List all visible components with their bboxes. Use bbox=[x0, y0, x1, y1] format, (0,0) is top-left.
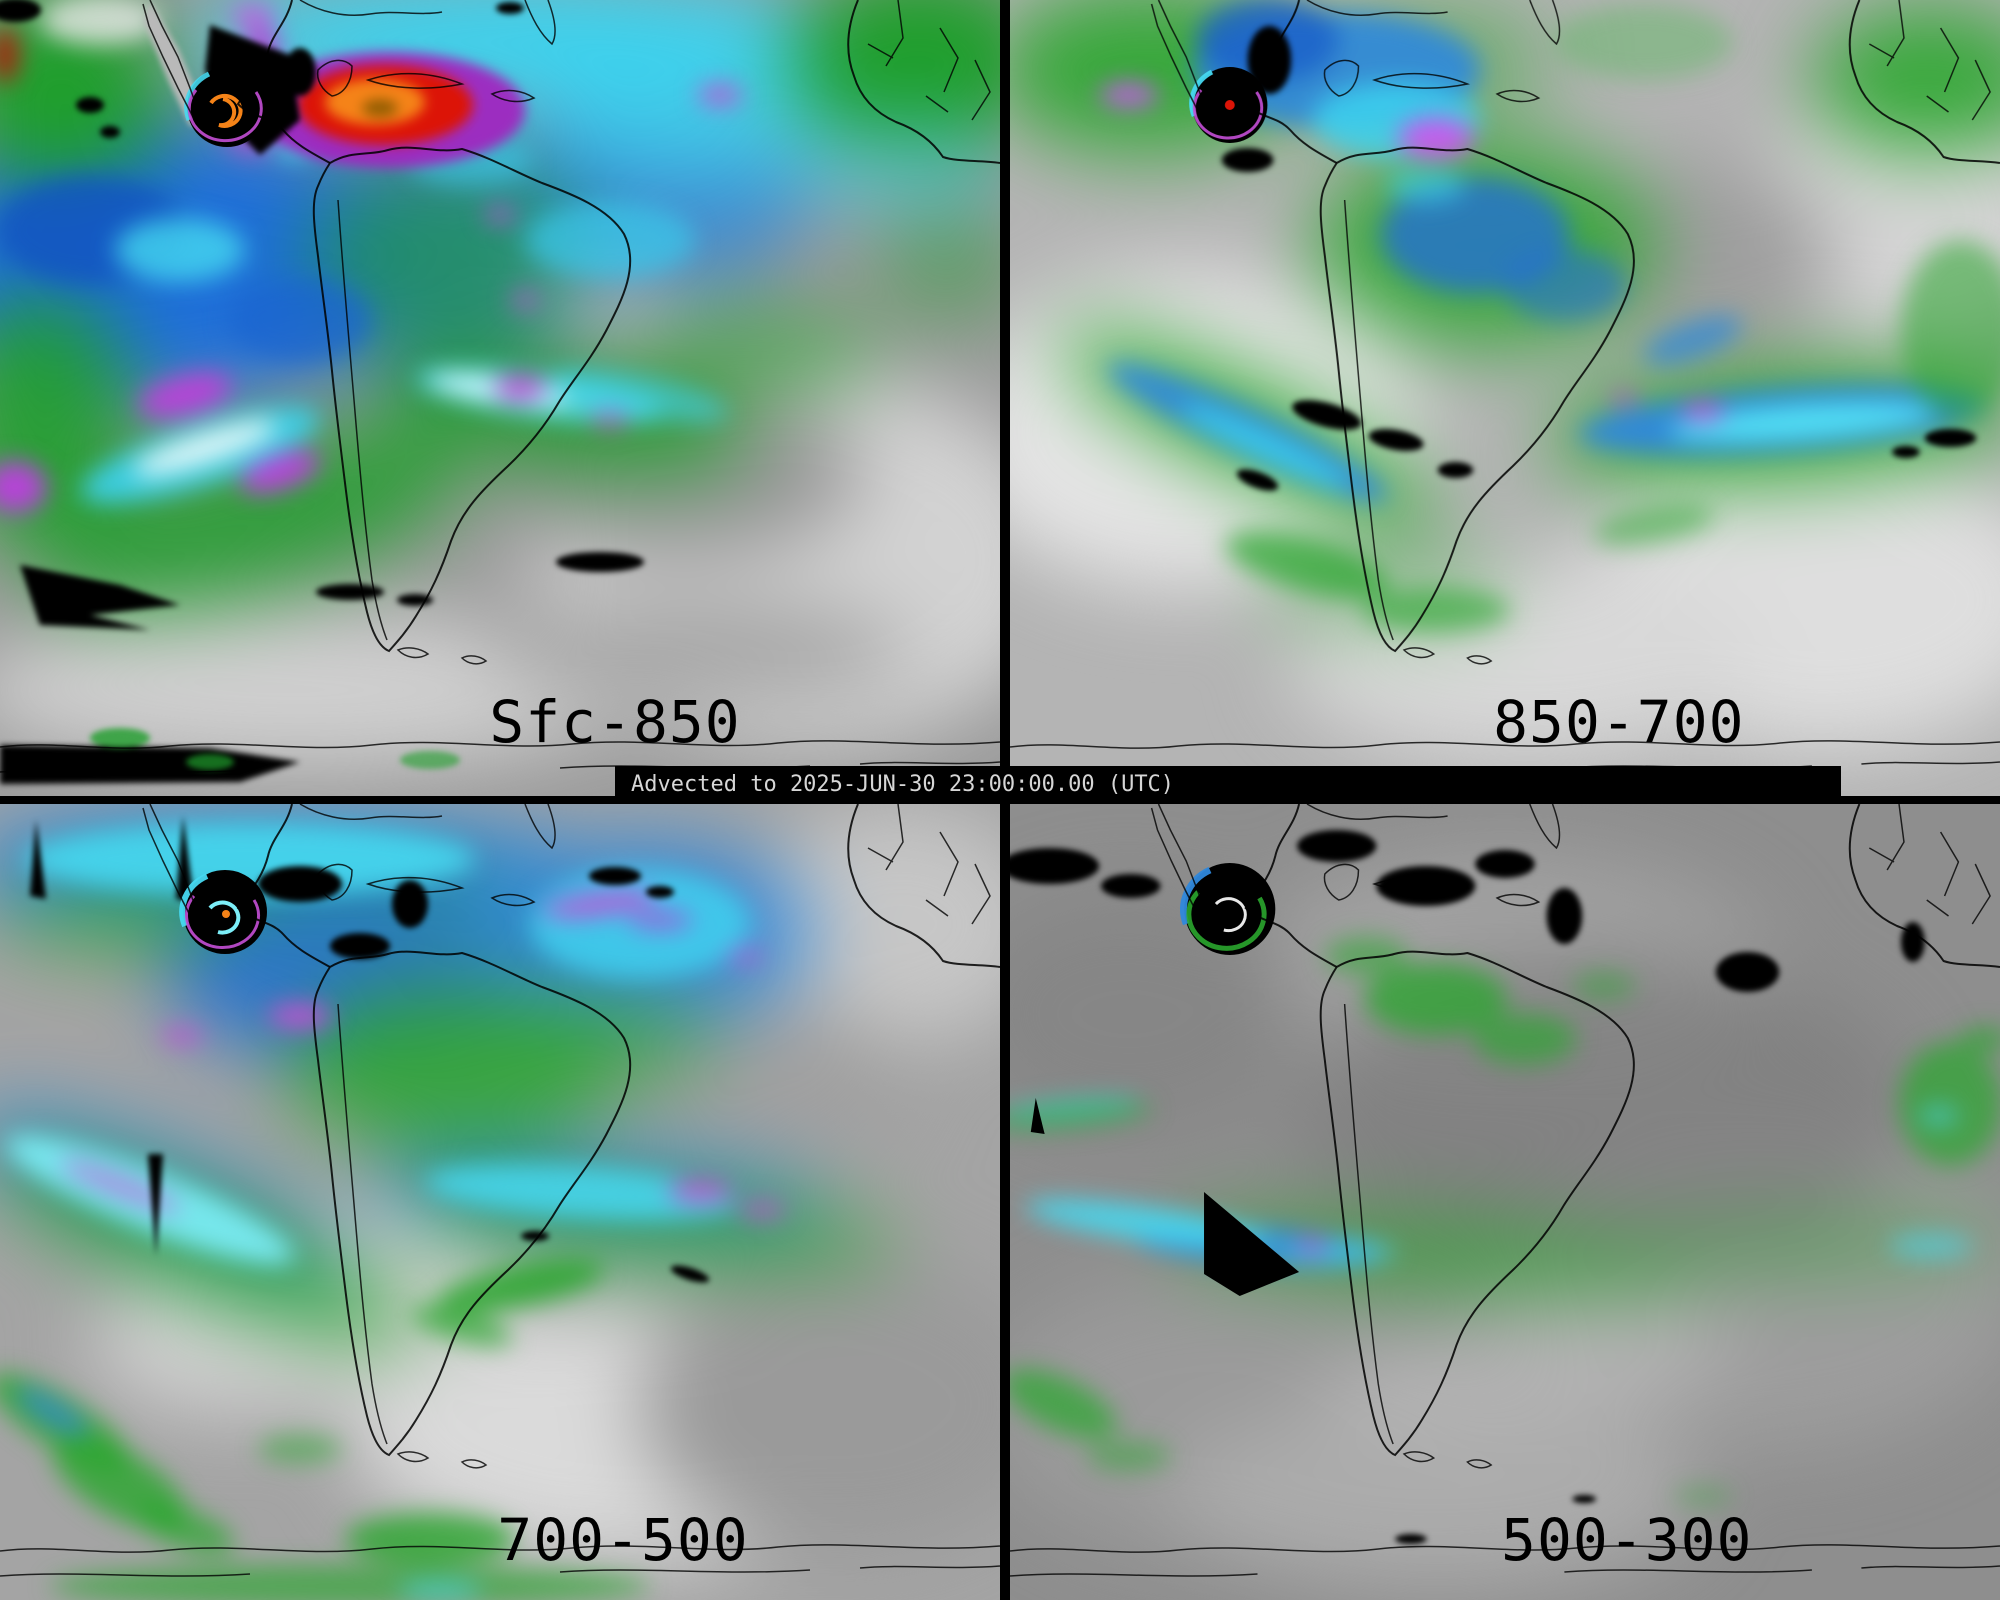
map-700-500 bbox=[0, 804, 1000, 1600]
coastlines-layer bbox=[1010, 804, 2000, 1577]
map-sfc-850 bbox=[0, 0, 1000, 796]
timestamp-text: Advected to 2025-JUN-30 23:00:00.00 (UTC… bbox=[631, 772, 1175, 797]
moisture-detail-layer bbox=[1099, 0, 2000, 632]
panel-label-sfc-850: Sfc-850 bbox=[489, 688, 741, 756]
moisture-detail-layer bbox=[0, 823, 786, 1600]
panel-label-700-500: 700-500 bbox=[497, 1506, 749, 1574]
cloud-artifacts-layer bbox=[30, 816, 710, 1283]
panel-label-850-700: 850-700 bbox=[1493, 688, 1745, 756]
panel-sfc-850: Sfc-850 bbox=[0, 0, 1000, 796]
map-500-300 bbox=[1010, 804, 2000, 1600]
panel-700-500: 700-500 bbox=[0, 804, 1000, 1600]
hurricane-icon bbox=[1180, 863, 1276, 955]
panel-label-500-300: 500-300 bbox=[1501, 1506, 1753, 1574]
black-triangle-artifact bbox=[1030, 1098, 1300, 1296]
timestamp-banner: Advected to 2025-JUN-30 23:00:00.00 (UTC… bbox=[615, 766, 1841, 804]
cloud-artifacts-layer bbox=[1010, 830, 1925, 1544]
moisture-field-layer bbox=[1010, 854, 2000, 1589]
hurricane-icon bbox=[179, 870, 267, 954]
map-850-700 bbox=[1010, 0, 2000, 796]
panel-850-700: 850-700 bbox=[1010, 0, 2000, 796]
cloud-artifacts-layer bbox=[1221, 26, 1977, 491]
panel-500-300: 500-300 bbox=[1010, 804, 2000, 1600]
caribbean-moisture-maximum bbox=[255, 52, 525, 168]
hurricane-icon bbox=[1189, 67, 1268, 143]
coastlines-layer bbox=[0, 804, 1000, 1577]
